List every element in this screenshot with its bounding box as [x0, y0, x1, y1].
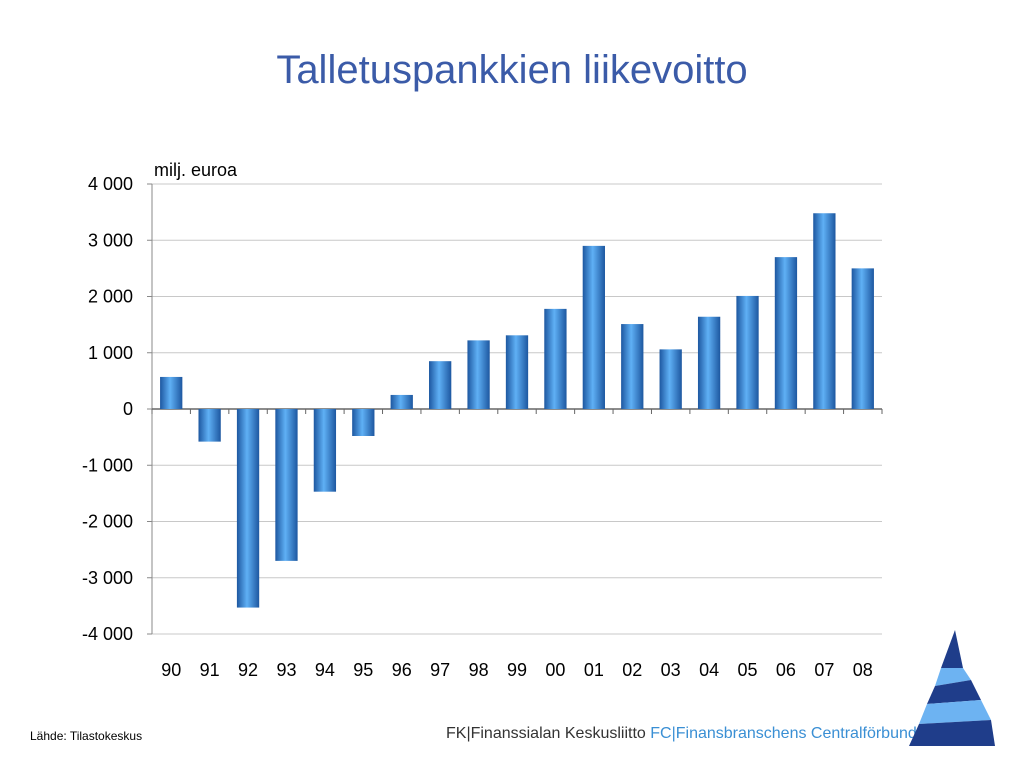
- y-tick-label: 4 000: [88, 174, 133, 194]
- x-tick-label: 03: [661, 660, 681, 680]
- x-tick-label: 08: [853, 660, 873, 680]
- bar: [851, 268, 874, 409]
- y-tick-label: 2 000: [88, 287, 133, 307]
- y-tick-label: -2 000: [82, 512, 133, 532]
- bar: [736, 295, 759, 409]
- x-tick-label: 00: [545, 660, 565, 680]
- x-tick-label: 05: [738, 660, 758, 680]
- y-tick-label: -4 000: [82, 624, 133, 644]
- x-tick-label: 02: [622, 660, 642, 680]
- chart-title: Talletuspankkien liikevoitto: [276, 48, 748, 92]
- bar: [544, 308, 567, 409]
- y-tick-label: 3 000: [88, 230, 133, 250]
- x-tick-label: 94: [315, 660, 335, 680]
- x-tick-label: 90: [161, 660, 181, 680]
- bar: [160, 376, 183, 409]
- y-tick-label: -3 000: [82, 568, 133, 588]
- x-tick-label: 91: [200, 660, 220, 680]
- bar: [236, 409, 260, 608]
- x-tick-label: 96: [392, 660, 412, 680]
- bar: [659, 349, 682, 409]
- bar: [813, 213, 836, 409]
- bar: [198, 409, 221, 442]
- x-tick-label: 04: [699, 660, 719, 680]
- x-tick-label: 93: [276, 660, 296, 680]
- footer-organization-name: FK|Finanssialan Keskusliitto FC|Finansbr…: [446, 725, 917, 743]
- bar: [275, 409, 298, 561]
- bars: [160, 213, 874, 608]
- fc-name: FC|Finansbranschens Centralförbund: [650, 725, 917, 742]
- y-unit-label: milj. euroa: [154, 160, 238, 180]
- x-tick-label: 97: [430, 660, 450, 680]
- bar: [621, 324, 644, 409]
- y-tick-label: 1 000: [88, 343, 133, 363]
- x-tick-label: 92: [238, 660, 258, 680]
- bar: [774, 257, 798, 409]
- bar: [390, 394, 413, 409]
- x-tick-label: 98: [469, 660, 489, 680]
- x-tick-label: 07: [814, 660, 834, 680]
- source-note: Lähde: Tilastokeskus: [30, 729, 143, 743]
- x-tick-label: 95: [353, 660, 373, 680]
- bar: [429, 361, 452, 409]
- bar: [352, 409, 375, 436]
- x-tick-label: 01: [584, 660, 604, 680]
- bar: [467, 340, 490, 409]
- x-tick-label: 06: [776, 660, 796, 680]
- gridlines: [152, 183, 882, 635]
- triangle-logo-icon: [909, 630, 995, 746]
- bar: [582, 245, 605, 409]
- bar: [697, 316, 721, 409]
- tick-labels: 4 000 3 000 2 000 1 000 0 -1 000 -2 000 -3 000 -…: [82, 160, 873, 680]
- bar: [505, 335, 529, 409]
- y-tick-label: 0: [123, 399, 133, 419]
- bar: [313, 409, 337, 492]
- fk-name: FK|Finanssialan Keskusliitto: [446, 725, 646, 742]
- y-tick-label: -1 000: [82, 455, 133, 475]
- x-tick-label: 99: [507, 660, 527, 680]
